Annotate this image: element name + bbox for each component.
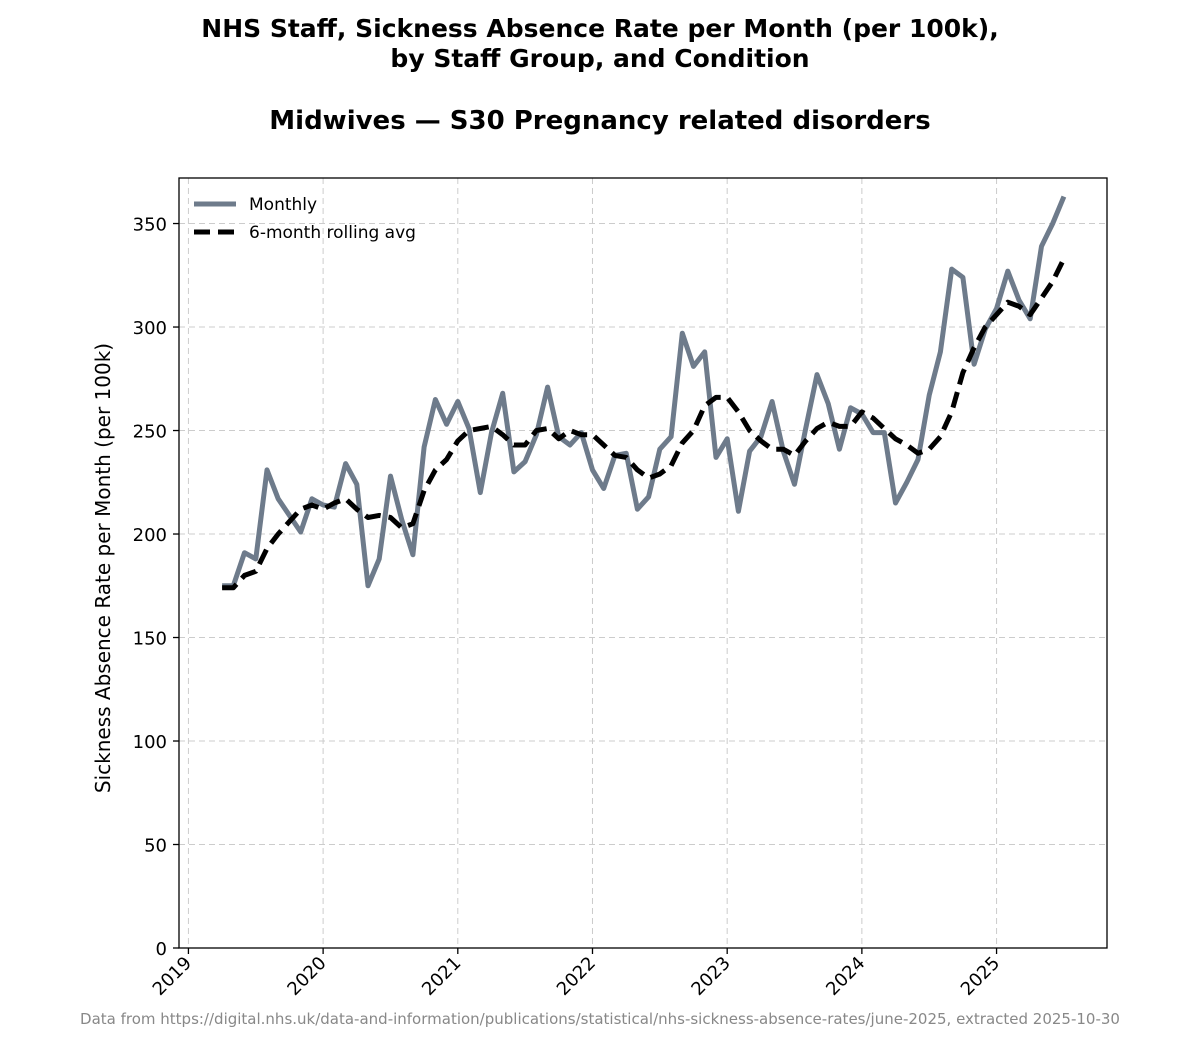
legend-rolling-label: 6-month rolling avg — [249, 223, 416, 243]
y-tick-label: 200 — [133, 525, 167, 546]
x-tick-label: 2024 — [822, 953, 869, 1000]
chart-subtitle: Midwives — S30 Pregnancy related disorde… — [269, 106, 931, 136]
rolling-average-line — [222, 257, 1067, 591]
y-tick-label: 150 — [133, 629, 167, 650]
x-tick-label: 2021 — [418, 953, 465, 1000]
y-tick-label: 250 — [133, 422, 167, 443]
y-tick-label: 50 — [144, 836, 167, 857]
x-tick-label: 2020 — [283, 953, 330, 1000]
monthly-rate-line — [222, 195, 1067, 589]
y-tick-label: 300 — [133, 318, 167, 339]
y-tick-label: 350 — [133, 215, 167, 236]
data-source-note: Data from https://digital.nhs.uk/data-an… — [80, 1010, 1120, 1028]
y-tick-label: 100 — [133, 732, 167, 753]
chart-title-line-2: by Staff Group, and Condition — [390, 44, 810, 73]
x-tick-label: 2022 — [553, 953, 600, 1000]
chart-title-line-1: NHS Staff, Sickness Absence Rate per Mon… — [201, 14, 999, 43]
y-tick-label: 0 — [156, 939, 167, 960]
y-axis-label: Sickness Absence Rate per Month (per 100… — [91, 343, 115, 793]
x-tick-label: 2023 — [687, 953, 734, 1000]
legend: Monthly 6-month rolling avg — [194, 195, 416, 243]
x-tick-label: 2025 — [957, 953, 1004, 1000]
plot-frame — [178, 177, 1108, 949]
legend-monthly-label: Monthly — [249, 195, 317, 215]
